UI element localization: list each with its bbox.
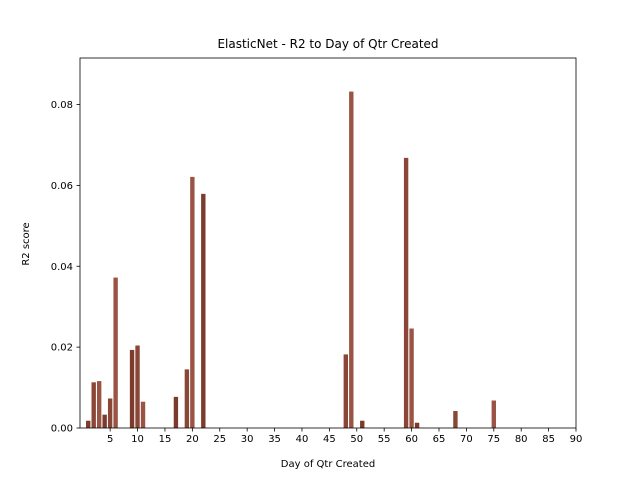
x-axis-label: Day of Qtr Created — [281, 459, 375, 470]
chart-title: ElasticNet - R2 to Day of Qtr Created — [217, 37, 438, 51]
y-tick-label: 0.02 — [51, 343, 73, 354]
y-axis-label: R2 score — [21, 222, 32, 265]
x-tick-label: 85 — [542, 434, 555, 445]
y-axis-ticks: 0.00 0.02 0.04 0.06 0.08 — [51, 100, 80, 435]
y-tick-label: 0.04 — [51, 262, 73, 273]
x-tick-label: 70 — [460, 434, 473, 445]
bar-day-19 — [184, 369, 190, 428]
bar-day-3 — [96, 381, 102, 428]
bar-day-9 — [129, 349, 135, 428]
y-tick-label: 0.08 — [51, 100, 73, 111]
bar-day-1 — [86, 420, 91, 428]
bar-day-6 — [113, 277, 118, 428]
bar-day-51 — [360, 420, 365, 428]
x-tick-label: 30 — [241, 434, 254, 445]
x-tick-label: 20 — [186, 434, 199, 445]
bar-day-48 — [343, 354, 348, 428]
x-tick-label: 55 — [378, 434, 391, 445]
bar-day-10 — [135, 345, 140, 428]
x-tick-label: 10 — [131, 434, 144, 445]
x-tick-label: 40 — [296, 434, 309, 445]
x-tick-label: 90 — [570, 434, 583, 445]
x-tick-label: 25 — [213, 434, 226, 445]
bar-day-49 — [349, 91, 354, 428]
x-tick-label: 75 — [487, 434, 500, 445]
x-tick-label: 80 — [515, 434, 528, 445]
bar-day-61 — [414, 422, 420, 428]
x-tick-label: 35 — [268, 434, 281, 445]
x-tick-label: 65 — [433, 434, 446, 445]
bar-day-17 — [173, 396, 179, 428]
x-tick-label: 60 — [405, 434, 418, 445]
bar-day-2 — [91, 382, 96, 428]
bar-day-5 — [107, 398, 113, 428]
bar-day-4 — [102, 414, 107, 428]
x-tick-label: 50 — [350, 434, 363, 445]
y-tick-label: 0.06 — [51, 181, 73, 192]
x-tick-label: 15 — [159, 434, 172, 445]
plot-frame — [79, 57, 577, 429]
x-tick-label: 5 — [107, 434, 113, 445]
x-axis-ticks: 5 10 15 20 25 30 35 40 45 50 55 60 65 70 75 80 85 90 — [107, 428, 582, 445]
x-tick-label: 45 — [323, 434, 336, 445]
bar-day-20 — [190, 176, 195, 428]
bars-group — [86, 91, 496, 428]
bar-day-75 — [491, 400, 496, 428]
bar-day-68 — [453, 411, 458, 428]
y-tick-label: 0.00 — [51, 424, 73, 435]
bar-day-11 — [140, 401, 146, 428]
bar-day-22 — [201, 193, 206, 428]
bar-day-60 — [409, 328, 414, 428]
bar-day-59 — [403, 157, 409, 428]
